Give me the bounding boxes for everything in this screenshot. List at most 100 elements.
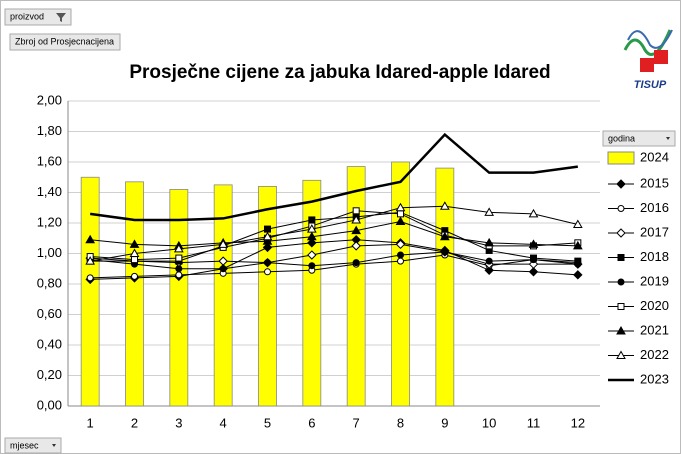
marker <box>617 205 625 212</box>
marker <box>574 260 582 268</box>
y-tick-label: 0,60 <box>37 306 62 321</box>
marker <box>439 231 450 241</box>
legend-label: 2023 <box>640 371 669 386</box>
bar <box>435 167 455 407</box>
marker <box>218 256 228 266</box>
y-tick-label: 1,00 <box>37 245 62 260</box>
marker <box>264 259 271 267</box>
marker <box>306 224 317 233</box>
marker <box>528 267 539 277</box>
bar <box>346 166 366 407</box>
marker <box>441 248 449 256</box>
marker <box>395 216 406 225</box>
legend-label: 2020 <box>640 298 669 313</box>
legend-label: 2024 <box>640 149 669 164</box>
marker <box>85 256 96 265</box>
marker <box>175 271 183 279</box>
x-tick-label: 6 <box>308 415 315 430</box>
marker <box>262 231 273 241</box>
legend-swatch <box>607 151 635 165</box>
value-field-button[interactable] <box>9 33 121 51</box>
y-tick-label: 1,20 <box>37 214 62 229</box>
y-tick-label: 0,00 <box>37 397 62 412</box>
x-tick-label: 7 <box>353 415 360 430</box>
marker <box>616 325 626 335</box>
marker <box>617 303 625 310</box>
marker <box>572 240 583 250</box>
line <box>90 243 578 265</box>
x-tick-label: 1 <box>87 415 94 430</box>
axis-field-button[interactable] <box>4 437 62 454</box>
marker <box>306 231 317 241</box>
y-tick-label: 0,80 <box>37 275 62 290</box>
marker <box>264 268 271 276</box>
logo: TISUP <box>623 29 673 91</box>
line <box>90 210 578 261</box>
marker <box>528 208 539 218</box>
x-tick-label: 12 <box>571 415 585 430</box>
filter-button[interactable] <box>4 8 72 26</box>
x-tick-label: 4 <box>220 415 227 430</box>
axis-field-label: mjesec <box>10 440 39 450</box>
filter-label: proizvod <box>10 11 44 21</box>
bar <box>213 184 233 407</box>
marker <box>617 278 625 286</box>
marker <box>616 228 626 238</box>
marker <box>131 272 138 280</box>
legend-label: 2018 <box>640 249 669 264</box>
marker <box>218 239 229 248</box>
logo-square <box>654 50 668 64</box>
line <box>90 254 578 279</box>
line <box>90 205 578 262</box>
marker <box>307 238 317 248</box>
marker <box>175 265 183 273</box>
legend-label: 2017 <box>640 224 669 239</box>
x-tick-label: 11 <box>527 415 541 430</box>
legend-label: 2021 <box>640 322 669 337</box>
y-tick-label: 1,60 <box>37 153 62 168</box>
y-tick-label: 0,20 <box>37 367 62 382</box>
marker <box>530 256 537 264</box>
legend-field-label: godina <box>608 133 635 143</box>
y-tick-label: 0,40 <box>37 336 62 351</box>
marker <box>528 239 539 248</box>
marker <box>175 254 183 262</box>
marker <box>352 207 360 215</box>
legend-field-button[interactable] <box>602 130 676 147</box>
marker <box>397 210 404 218</box>
legend-label: 2016 <box>640 200 669 215</box>
marker <box>439 201 450 210</box>
dropdown-icon <box>666 137 670 140</box>
marker <box>307 250 317 260</box>
y-tick-label: 1,40 <box>37 184 62 199</box>
line <box>89 132 579 222</box>
marker <box>573 270 583 280</box>
x-tick-label: 9 <box>441 415 448 430</box>
legend-label: 2019 <box>640 273 669 288</box>
bar <box>258 185 277 407</box>
bar <box>80 176 100 407</box>
marker <box>352 259 360 267</box>
x-tick-label: 10 <box>482 415 496 430</box>
x-tick-label: 8 <box>397 415 404 430</box>
marker <box>484 237 495 247</box>
chart-title: Prosječne cijene za jabuka Idared-apple … <box>129 62 550 83</box>
marker <box>219 265 227 273</box>
bar <box>125 181 144 407</box>
marker <box>351 214 362 224</box>
line <box>90 239 578 280</box>
x-tick-label: 3 <box>175 415 182 430</box>
marker <box>397 257 404 265</box>
y-tick-label: 1,80 <box>37 123 62 138</box>
value-field-label: Zbroj od Prosjecnacijena <box>15 36 114 46</box>
marker <box>397 251 404 259</box>
marker <box>395 202 406 212</box>
marker <box>617 254 625 261</box>
marker <box>485 257 493 265</box>
line <box>90 220 578 247</box>
marker <box>86 274 94 282</box>
marker <box>351 241 361 251</box>
legend-label: 2015 <box>640 175 669 190</box>
marker <box>616 350 626 359</box>
marker <box>395 239 406 250</box>
